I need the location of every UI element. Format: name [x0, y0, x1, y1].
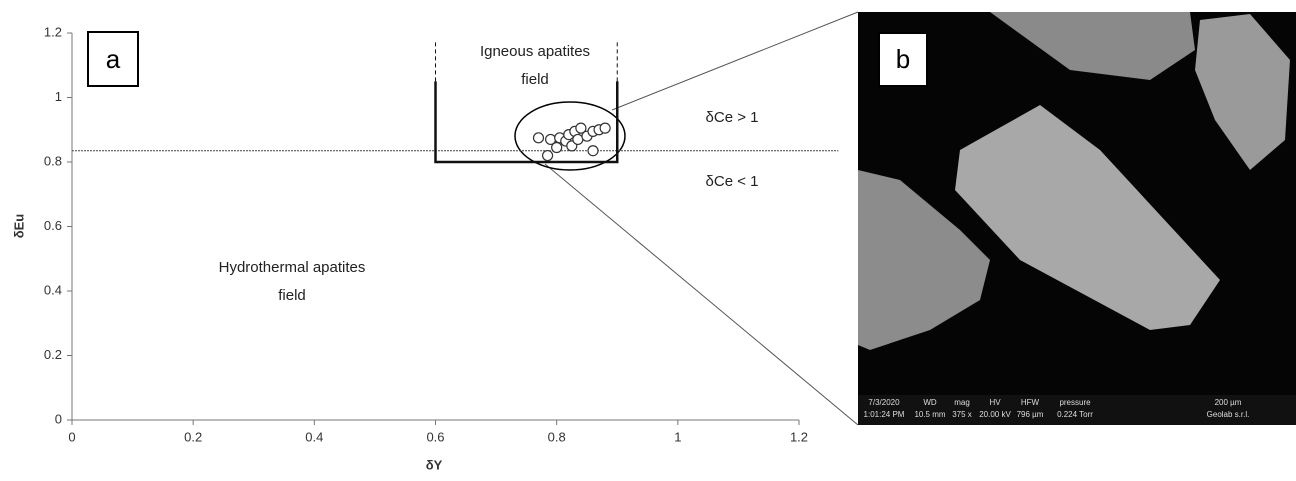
annotation: Hydrothermal apatites — [219, 259, 366, 276]
info-text: HV — [989, 398, 1001, 407]
info-text: WD — [923, 398, 937, 407]
y-tick-label: 1.2 — [44, 24, 62, 39]
point — [600, 123, 610, 133]
x-tick-label: 0.4 — [305, 429, 323, 444]
info-text: 1:01:24 PM — [864, 410, 905, 419]
info-text: 200 µm — [1215, 398, 1242, 407]
zoom-line — [545, 164, 858, 425]
info-text: 796 µm — [1017, 410, 1044, 419]
y-tick-label: 0.2 — [44, 347, 62, 362]
point — [543, 151, 553, 161]
info-text: 375 x — [952, 410, 972, 419]
figure: b a δEu δY 0 0.2 0.4 0.6 0.8 1 1.2 0 0.2 0.4 0.6 0.… — [0, 0, 1296, 476]
x-tick-label: 0.6 — [426, 429, 444, 444]
point — [552, 142, 562, 152]
y-tick-label: 0.4 — [44, 282, 62, 297]
y-tick-label: 1 — [55, 89, 62, 104]
x-tick-label: 0.8 — [548, 429, 566, 444]
info-text: 20.00 kV — [979, 410, 1011, 419]
info-text: 10.5 mm — [914, 410, 945, 419]
panel-b-label: b — [896, 44, 910, 74]
info-text: mag — [954, 398, 970, 407]
point — [588, 146, 598, 156]
annotation: field — [278, 287, 306, 304]
x-tick-label: 1.2 — [790, 429, 808, 444]
x-axis-label: δY — [426, 457, 443, 472]
x-tick-label: 0.2 — [184, 429, 202, 444]
panel-a-label: a — [106, 44, 121, 74]
zoom-line — [612, 12, 858, 110]
annotation: δCe > 1 — [706, 109, 759, 126]
y-tick-label: 0.6 — [44, 218, 62, 233]
info-text: 0.224 Torr — [1057, 410, 1093, 419]
y-tick-label: 0.8 — [44, 153, 62, 168]
x-tick-label: 1 — [674, 429, 681, 444]
info-text: Geolab s.r.l. — [1207, 410, 1250, 419]
info-text: HFW — [1021, 398, 1040, 407]
annotation: δCe < 1 — [706, 173, 759, 190]
page: b a δEu δY 0 0.2 0.4 0.6 0.8 1 1.2 0 0.2 0.4 0.6 0.… — [0, 0, 1296, 476]
annotation: Igneous apatites — [480, 43, 590, 60]
y-tick-label: 0 — [55, 411, 62, 426]
y-axis-label: δEu — [11, 214, 26, 239]
x-tick-label: 0 — [68, 429, 75, 444]
info-text: pressure — [1059, 398, 1091, 407]
point — [533, 133, 543, 143]
annotation: field — [521, 71, 549, 88]
info-text: 7/3/2020 — [868, 398, 900, 407]
